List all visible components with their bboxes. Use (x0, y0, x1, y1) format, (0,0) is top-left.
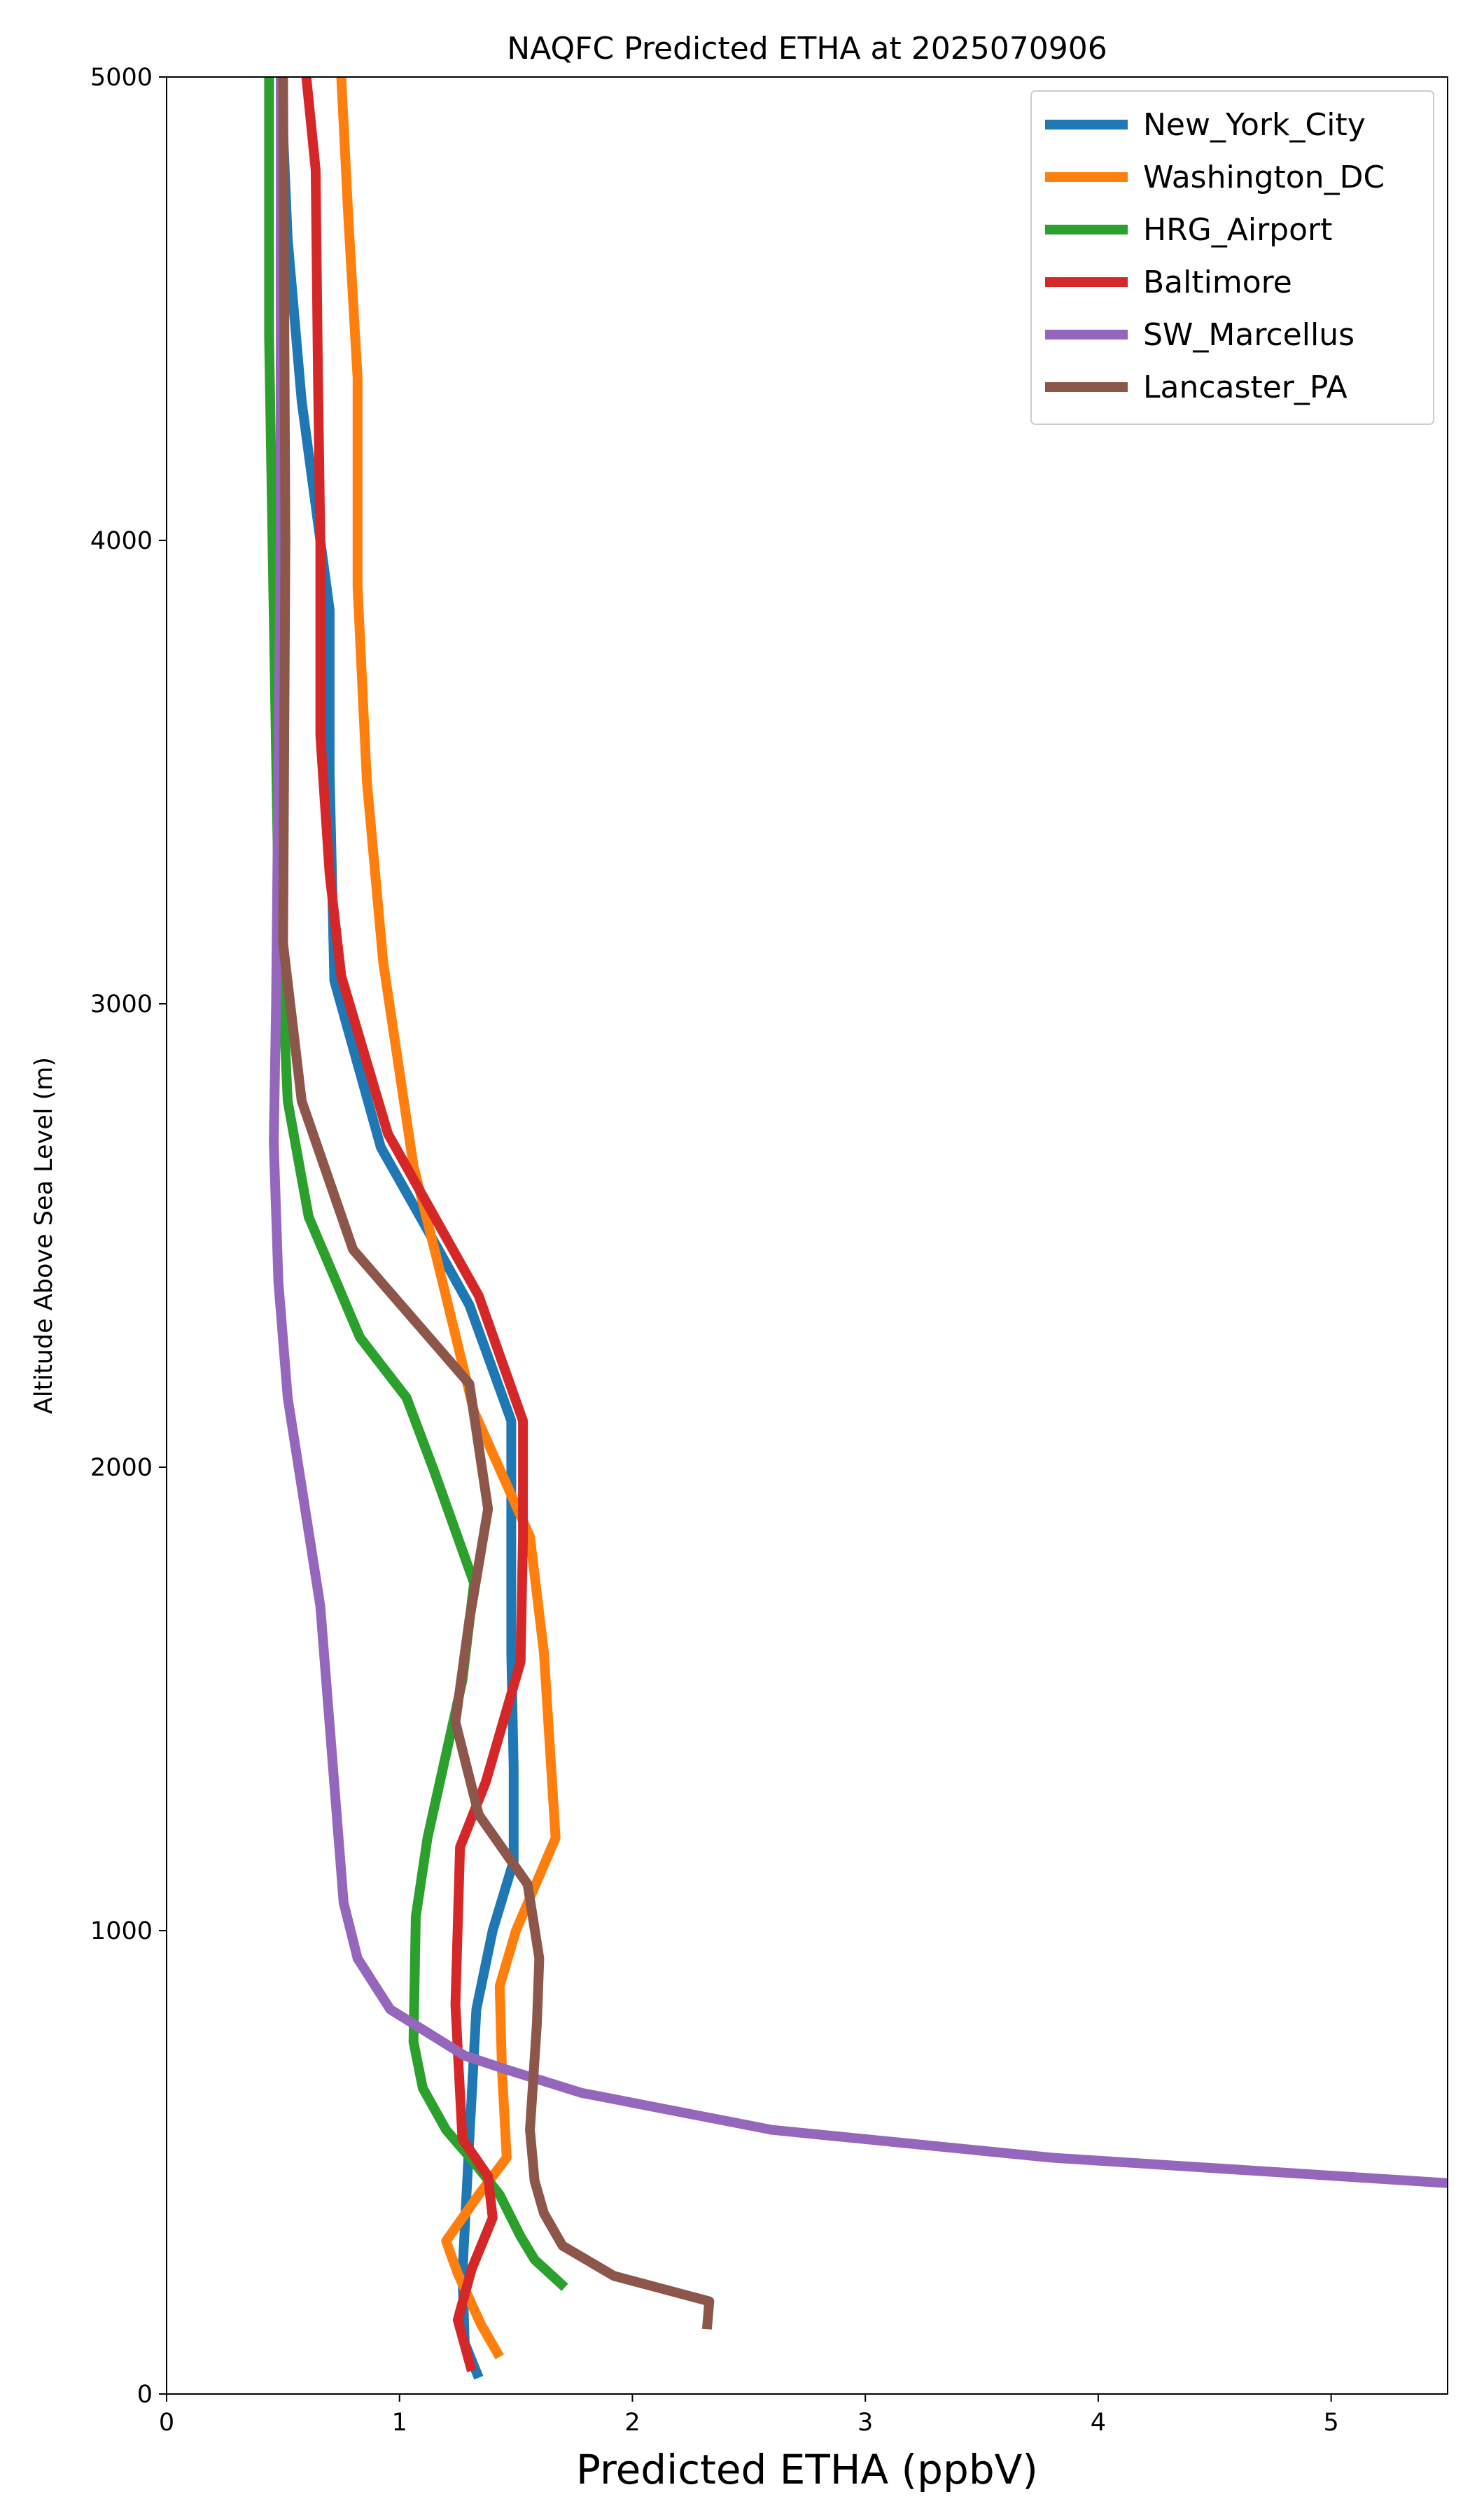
legend-box (1030, 90, 1434, 425)
y-tick-label: 3000 (90, 990, 153, 1018)
legend-label: Washington_DC (1143, 160, 1385, 195)
legend: New_York_City Washington_DC HRG_Airport Bal… (1030, 90, 1434, 425)
legend-label: SW_Marcellus (1143, 317, 1354, 353)
legend-label: New_York_City (1143, 107, 1366, 143)
legend-label: Baltimore (1143, 265, 1292, 300)
plot-frame (166, 76, 1448, 2395)
series-line-sw-marcellus (269, 77, 1448, 2188)
x-tick-label: 0 (159, 2409, 174, 2437)
plot-area (264, 77, 1448, 2380)
y-tick-label: 1000 (90, 1917, 153, 1945)
x-tick-label: 4 (1091, 2409, 1106, 2437)
x-tick-label: 5 (1323, 2409, 1338, 2437)
series-line-lancaster-pa (278, 77, 715, 2330)
x-tick-label: 2 (624, 2409, 640, 2437)
axes: 0 1 2 3 4 5 0 1000 2000 3000 4000 5000 (90, 64, 1339, 2437)
legend-label: HRG_Airport (1143, 212, 1332, 248)
x-tick-label: 3 (858, 2409, 873, 2437)
y-tick-label: 0 (137, 2381, 153, 2409)
x-tick-label: 1 (392, 2409, 407, 2437)
y-tick-label: 2000 (90, 1454, 153, 1482)
y-axis-label: Altitude Above Sea Level (m) (30, 1057, 58, 1414)
x-axis-label: Predicted ETHA (ppbV) (576, 2446, 1038, 2493)
legend-label: Lancaster_PA (1143, 370, 1348, 405)
y-tick-label: 5000 (90, 64, 153, 92)
chart-title: NAQFC Predicted ETHA at 2025070906 (507, 31, 1107, 66)
y-tick-label: 4000 (90, 527, 153, 555)
series-line-hrg-airport (264, 77, 568, 2291)
series-line-new-york-city (276, 77, 519, 2380)
series-line-baltimore (301, 77, 528, 2372)
series-line-washington-dc (336, 77, 561, 2360)
